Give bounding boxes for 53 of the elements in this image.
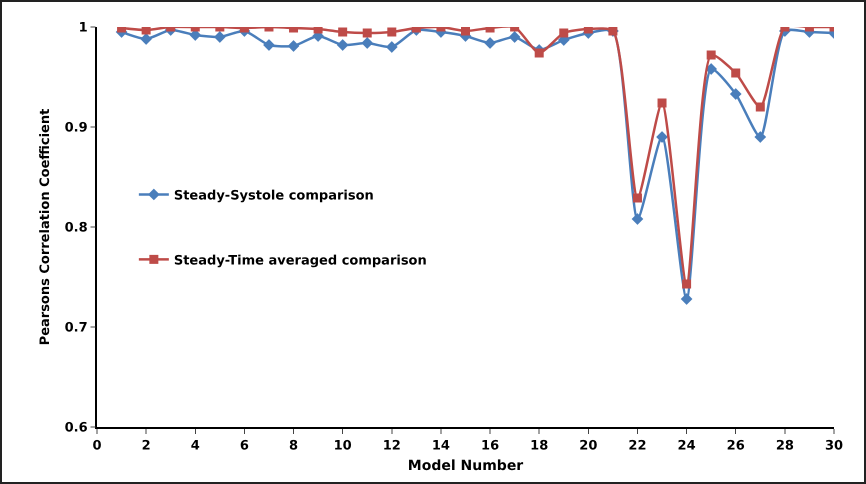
point bbox=[731, 68, 740, 78]
y-tick-label: 0.9 bbox=[64, 120, 88, 136]
x-tick-label: 26 bbox=[726, 438, 745, 454]
point bbox=[461, 27, 470, 36]
x-tick-label: 4 bbox=[190, 438, 200, 454]
x-tick-label: 8 bbox=[289, 438, 298, 454]
x-tick-label: 30 bbox=[824, 438, 844, 454]
point bbox=[484, 37, 496, 49]
x-tick-label: 24 bbox=[678, 438, 696, 454]
point bbox=[680, 293, 692, 305]
x-tick-label: 18 bbox=[530, 438, 548, 454]
x-tick-label: 10 bbox=[334, 438, 352, 454]
x-tick-label: 28 bbox=[776, 438, 794, 454]
point bbox=[682, 280, 692, 288]
y-tick-label: 0.7 bbox=[64, 320, 88, 336]
point bbox=[288, 40, 300, 52]
x-tick-label: 0 bbox=[92, 438, 102, 454]
point bbox=[361, 37, 374, 49]
point bbox=[706, 50, 716, 60]
x-tick-label: 14 bbox=[432, 438, 450, 454]
point bbox=[140, 33, 152, 45]
point bbox=[632, 194, 642, 202]
point bbox=[705, 63, 718, 75]
point bbox=[387, 28, 396, 36]
x-axis-title: Model Number bbox=[408, 458, 524, 474]
x-tick-label: 6 bbox=[240, 438, 249, 454]
legend-label: Steady-Time averaged comparison bbox=[174, 253, 427, 268]
x-tick-label: 2 bbox=[142, 438, 151, 454]
y-axis-title: Pearsons Correlation Coefficient bbox=[38, 108, 54, 346]
point bbox=[534, 48, 544, 58]
point bbox=[386, 41, 398, 53]
y-tick-label: 1 bbox=[78, 20, 88, 36]
legend-label: Steady-Systole comparison bbox=[174, 188, 374, 204]
point bbox=[508, 31, 520, 43]
point bbox=[142, 27, 151, 34]
point bbox=[214, 31, 226, 43]
point bbox=[656, 131, 668, 143]
point bbox=[338, 28, 348, 36]
point bbox=[658, 98, 667, 108]
x-tick-label: 16 bbox=[481, 438, 500, 454]
y-tick-label: 0.6 bbox=[64, 420, 88, 436]
point bbox=[632, 213, 644, 225]
y-tick-label: 0.8 bbox=[64, 220, 88, 236]
x-tick-label: 20 bbox=[579, 438, 598, 454]
point bbox=[263, 39, 275, 51]
point bbox=[756, 102, 765, 112]
point bbox=[559, 28, 568, 38]
x-tick-label: 22 bbox=[628, 438, 647, 454]
point bbox=[754, 131, 766, 143]
point bbox=[336, 39, 349, 51]
point bbox=[730, 88, 742, 100]
x-tick-label: 12 bbox=[382, 438, 401, 454]
point bbox=[362, 28, 372, 38]
